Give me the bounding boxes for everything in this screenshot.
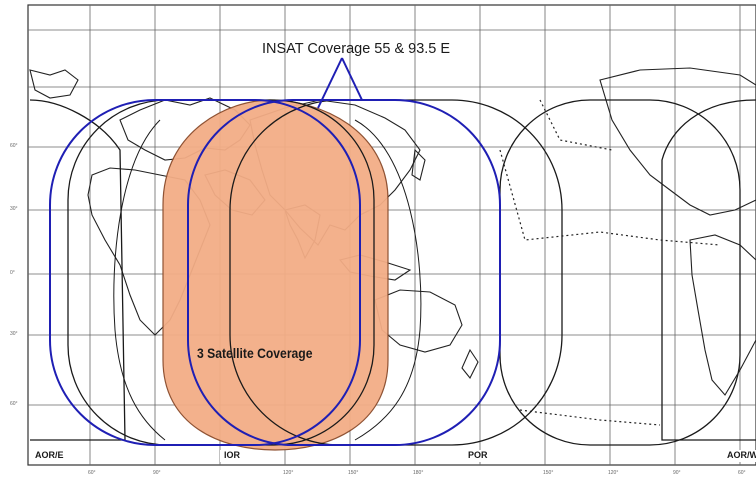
- lat-label: 30°: [10, 206, 18, 212]
- lon-label: 90°: [153, 470, 161, 476]
- lon-label: 60°: [738, 470, 746, 476]
- region-label-por: POR: [468, 450, 488, 460]
- insat-coverage: [49, 57, 501, 446]
- overlap-label: 3 Satellite Coverage: [197, 346, 313, 361]
- lon-label: 90°: [673, 470, 681, 476]
- map-title: INSAT Coverage 55 & 93.5 E: [262, 41, 451, 57]
- japan-outline: [411, 148, 426, 181]
- australia-outline: [374, 289, 463, 353]
- insat-935e-footprint: [187, 99, 501, 446]
- lat-label: 60°: [10, 401, 18, 407]
- lon-label: 120°: [608, 470, 619, 476]
- three-satellite-overlap: [162, 99, 389, 451]
- lon-label: 150°: [543, 470, 554, 476]
- aor-e-footprint: [29, 99, 126, 441]
- region-label-ior: IOR: [224, 450, 241, 460]
- region-label-aor-e: AOR/E: [35, 450, 64, 460]
- map-frame: [27, 4, 756, 466]
- arrow-right: [341, 57, 363, 101]
- insat-55e-footprint: [49, 99, 361, 446]
- inner-arc-1: [354, 119, 422, 441]
- region-label-aor-w: AOR/W: [727, 450, 756, 460]
- lat-label: 60°: [10, 143, 18, 149]
- lon-label: 150°: [348, 470, 359, 476]
- north-america-outline: [599, 67, 756, 216]
- lon-label: 120°: [283, 470, 294, 476]
- inner-arc-2: [113, 119, 166, 441]
- aor-w-footprint: [661, 99, 756, 441]
- arrow-left: [317, 57, 343, 109]
- dotted-boundaries: [499, 99, 721, 426]
- lon-label: 60°: [88, 470, 96, 476]
- south-america-outline: [689, 234, 756, 396]
- west-coast-outline: [29, 69, 79, 99]
- newzealand-outline: [461, 348, 479, 380]
- lat-label: 30°: [10, 331, 18, 337]
- lat-label: 0°: [10, 270, 15, 276]
- region-labels-bg: [34, 450, 756, 462]
- lon-label: 180°: [413, 470, 424, 476]
